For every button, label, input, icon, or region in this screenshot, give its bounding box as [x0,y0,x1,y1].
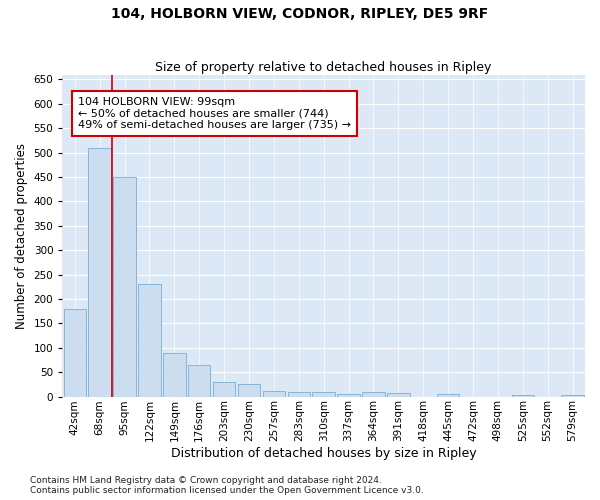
Bar [163,352,185,397]
Bar [362,392,385,396]
Bar [64,308,86,396]
Y-axis label: Number of detached properties: Number of detached properties [15,142,28,328]
Text: 104, HOLBORN VIEW, CODNOR, RIPLEY, DE5 9RF: 104, HOLBORN VIEW, CODNOR, RIPLEY, DE5 9… [112,8,488,22]
Bar [562,394,584,396]
Title: Size of property relative to detached houses in Ripley: Size of property relative to detached ho… [155,62,492,74]
Bar [387,392,410,396]
Bar [263,390,285,396]
Bar [512,394,534,396]
Bar [88,148,111,396]
X-axis label: Distribution of detached houses by size in Ripley: Distribution of detached houses by size … [171,447,476,460]
Bar [188,365,211,396]
Bar [138,284,161,397]
Bar [337,394,360,396]
Bar [287,392,310,396]
Bar [313,392,335,396]
Text: Contains HM Land Registry data © Crown copyright and database right 2024.
Contai: Contains HM Land Registry data © Crown c… [30,476,424,495]
Bar [437,394,460,396]
Bar [213,382,235,396]
Bar [113,177,136,396]
Text: 104 HOLBORN VIEW: 99sqm
← 50% of detached houses are smaller (744)
49% of semi-d: 104 HOLBORN VIEW: 99sqm ← 50% of detache… [78,97,351,130]
Bar [238,384,260,396]
